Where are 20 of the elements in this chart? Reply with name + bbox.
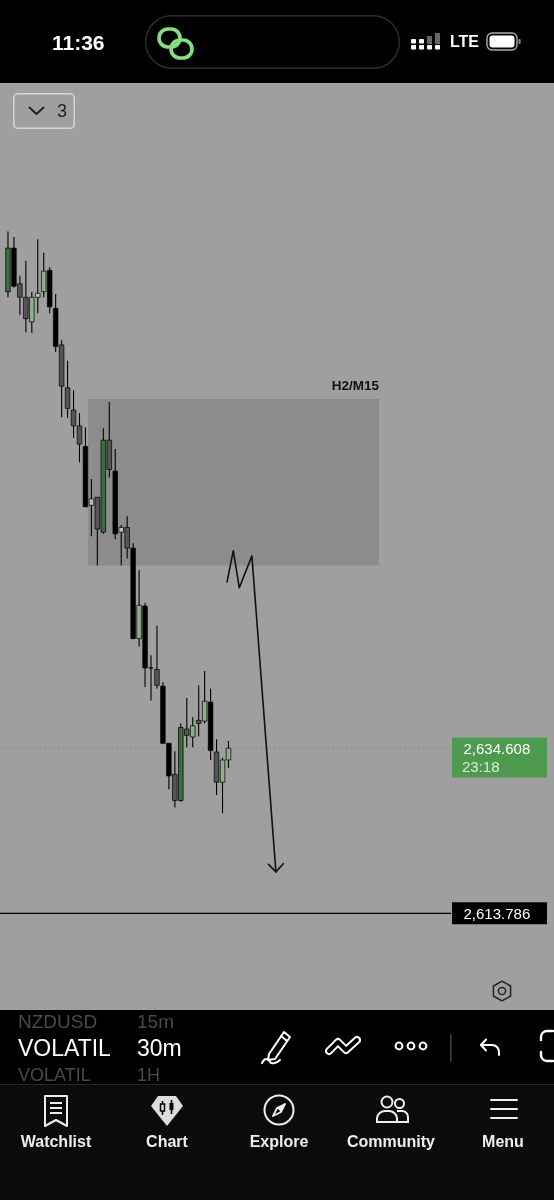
text: VOLATIL [18, 1065, 91, 1085]
text: Watchlist [20, 1133, 92, 1150]
text: LTE [450, 33, 480, 50]
text: 15m [137, 1010, 174, 1032]
y-tick-label: 2,634.608 [463, 739, 531, 757]
band-label: H2/M15 [331, 377, 380, 393]
text: VOLATIL [18, 1034, 111, 1061]
text: 11:36 [52, 30, 105, 54]
text: NZDUSD [18, 1010, 98, 1032]
text: 1H [137, 1065, 161, 1085]
text: Menu [482, 1133, 524, 1150]
text: Chart [146, 1133, 188, 1150]
candlestick [64, 360, 71, 419]
text: 23:18 [462, 757, 500, 775]
text: Explore [249, 1133, 309, 1150]
candlestick [154, 625, 160, 690]
y-tick-label: 2,613.786 [463, 904, 531, 922]
text: 30m [137, 1034, 182, 1061]
text: Community [347, 1133, 435, 1150]
annotation: 3 [57, 101, 68, 121]
